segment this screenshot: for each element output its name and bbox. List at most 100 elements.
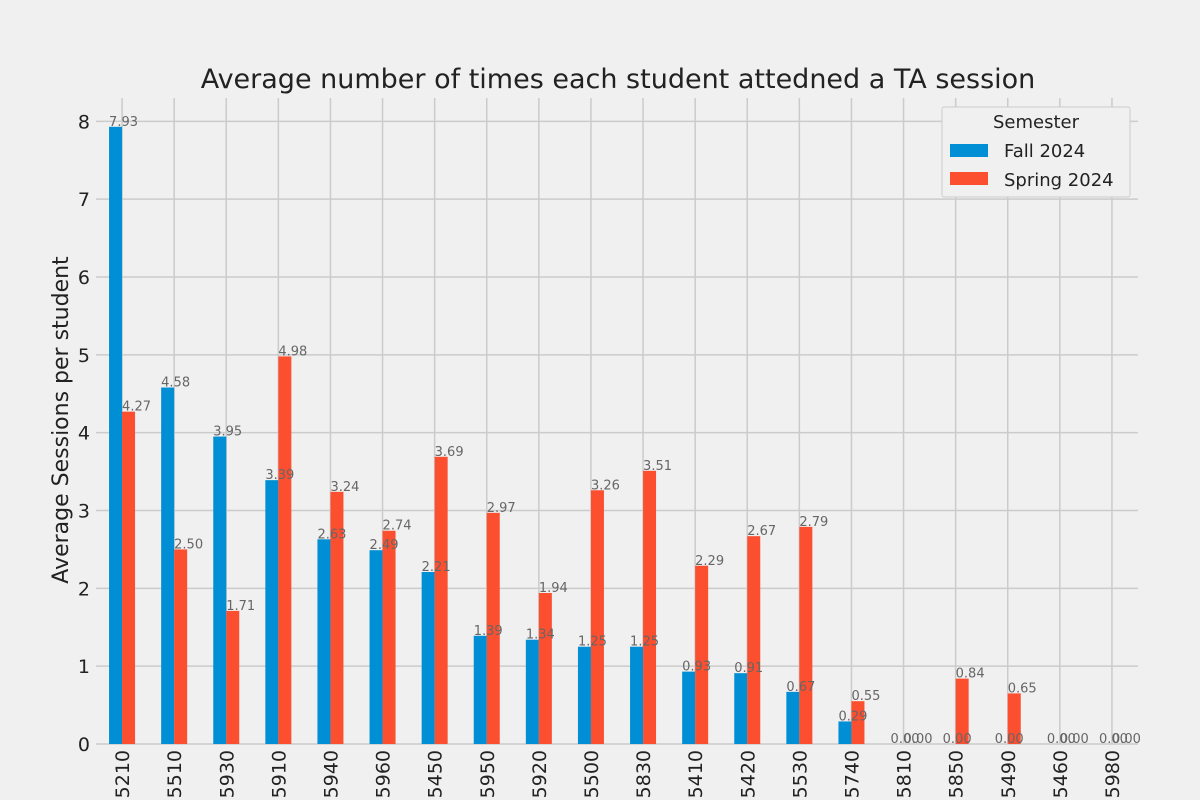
bar-fall-2024-5960: [369, 550, 383, 744]
y-axis-ticks: 0 1 2 3 4 5 6 7 8: [78, 111, 90, 756]
data-labels: 7.93 4.58 3.95 3.39 2.63 2.49 2.21 1.39 1.34 1.25…: [109, 115, 1141, 747]
data-label: 0.29: [838, 709, 867, 724]
bar-fall-2024-5940: [317, 539, 331, 744]
data-label: 2.50: [174, 537, 203, 552]
x-tick-label: 5500: [581, 750, 603, 798]
x-tick-label: 5960: [373, 750, 395, 798]
bar-spring-2024-5490: [1007, 693, 1021, 744]
bars: [109, 126, 1021, 744]
data-label: 0.00: [1060, 732, 1089, 747]
bar-spring-2024-5850: [955, 678, 969, 744]
data-label: 1.25: [578, 635, 607, 650]
x-tick-label: 5410: [685, 750, 707, 798]
x-tick-label: 5810: [894, 750, 916, 798]
bar-fall-2024-5530: [786, 691, 800, 744]
y-tick-label: 8: [78, 111, 90, 133]
bar-fall-2024-5420: [734, 673, 748, 744]
data-label: 2.79: [799, 515, 828, 530]
data-label: 1.25: [630, 635, 659, 650]
bar-fall-2024-5500: [577, 646, 591, 744]
data-label: 3.69: [435, 445, 464, 460]
data-label: 1.71: [226, 599, 255, 614]
x-tick-label: 5490: [998, 750, 1020, 798]
y-tick-label: 6: [78, 267, 90, 289]
data-label: 0.00: [891, 732, 920, 747]
legend: Semester Fall 2024 Spring 2024: [941, 106, 1131, 198]
x-tick-label: 5460: [1050, 750, 1072, 798]
x-tick-label: 5740: [841, 750, 863, 798]
bar-fall-2024-5910: [265, 480, 279, 744]
bar-fall-2024-5510: [161, 387, 175, 744]
data-label: 1.34: [526, 628, 555, 643]
bar-fall-2024-5920: [525, 639, 539, 744]
y-axis-label: Average Sessions per student: [49, 256, 74, 584]
data-label: 2.74: [383, 519, 412, 534]
x-tick-label: 5930: [216, 750, 238, 798]
x-tick-label: 5910: [268, 750, 290, 798]
legend-swatch-spring-2024: [950, 172, 988, 185]
data-label: 4.27: [122, 400, 151, 415]
bar-fall-2024-5450: [421, 571, 435, 744]
data-label: 0.00: [1099, 732, 1128, 747]
x-tick-label: 5980: [1102, 750, 1124, 798]
bar-spring-2024-5450: [434, 456, 448, 744]
data-label: 0.00: [995, 732, 1024, 747]
x-tick-label: 5450: [425, 750, 447, 798]
x-tick-label: 5830: [633, 750, 655, 798]
x-tick-label: 5510: [164, 750, 186, 798]
data-label: 1.39: [474, 624, 503, 639]
bar-spring-2024-5830: [643, 470, 657, 744]
data-label: 4.58: [161, 376, 190, 391]
x-axis-ticks: 5210 5510 5930 5910 5940 5960 5450 5950 5920 5500…: [112, 750, 1124, 798]
y-tick-label: 1: [78, 656, 90, 678]
data-label: 0.55: [851, 689, 880, 704]
bar-spring-2024-5410: [695, 565, 709, 744]
data-label: 2.49: [370, 538, 399, 553]
bar-spring-2024-5930: [226, 610, 240, 744]
data-label: 0.91: [734, 661, 763, 676]
data-label: 2.29: [695, 554, 724, 569]
data-label: 0.93: [682, 660, 711, 675]
legend-swatch-fall-2024: [950, 144, 988, 157]
bar-spring-2024-5950: [486, 512, 500, 744]
x-tick-label: 5920: [529, 750, 551, 798]
data-label: 2.63: [317, 527, 346, 542]
data-label: 1.94: [539, 581, 568, 596]
bar-fall-2024-5740: [838, 721, 852, 744]
data-label: 4.98: [278, 344, 307, 359]
bar-spring-2024-5500: [590, 490, 604, 744]
bar-fall-2024-5830: [630, 646, 644, 744]
bar-fall-2024-5950: [473, 635, 487, 744]
data-label: 2.21: [422, 560, 451, 575]
y-tick-label: 4: [78, 423, 90, 445]
y-tick-label: 2: [78, 578, 90, 600]
x-tick-label: 5850: [946, 750, 968, 798]
data-label: 0.00: [1112, 732, 1141, 747]
legend-label-spring-2024: Spring 2024: [1004, 170, 1114, 191]
bar-fall-2024-5210: [109, 126, 123, 744]
data-label: 7.93: [109, 115, 138, 130]
y-tick-label: 5: [78, 345, 90, 367]
data-label: 0.84: [956, 667, 985, 682]
bar-spring-2024-5740: [851, 701, 865, 744]
x-tick-label: 5210: [112, 750, 134, 798]
y-tick-label: 7: [78, 189, 90, 211]
data-label: 0.00: [943, 732, 972, 747]
bar-fall-2024-5410: [682, 671, 696, 744]
data-label: 2.67: [747, 524, 776, 539]
y-tick-label: 3: [78, 501, 90, 523]
bar-spring-2024-5510: [174, 549, 188, 744]
data-label: 0.00: [1047, 732, 1076, 747]
data-label: 2.97: [487, 501, 516, 516]
chart-title: Average number of times each student att…: [201, 64, 1036, 95]
data-label: 0.65: [1008, 681, 1037, 696]
data-label: 0.00: [904, 732, 933, 747]
y-tick-label: 0: [78, 734, 90, 756]
x-tick-label: 5940: [320, 750, 342, 798]
bar-spring-2024-5960: [382, 530, 396, 744]
legend-title: Semester: [993, 112, 1080, 133]
data-label: 0.67: [786, 680, 815, 695]
bar-spring-2024-5210: [122, 411, 136, 744]
data-label: 3.24: [330, 480, 359, 495]
